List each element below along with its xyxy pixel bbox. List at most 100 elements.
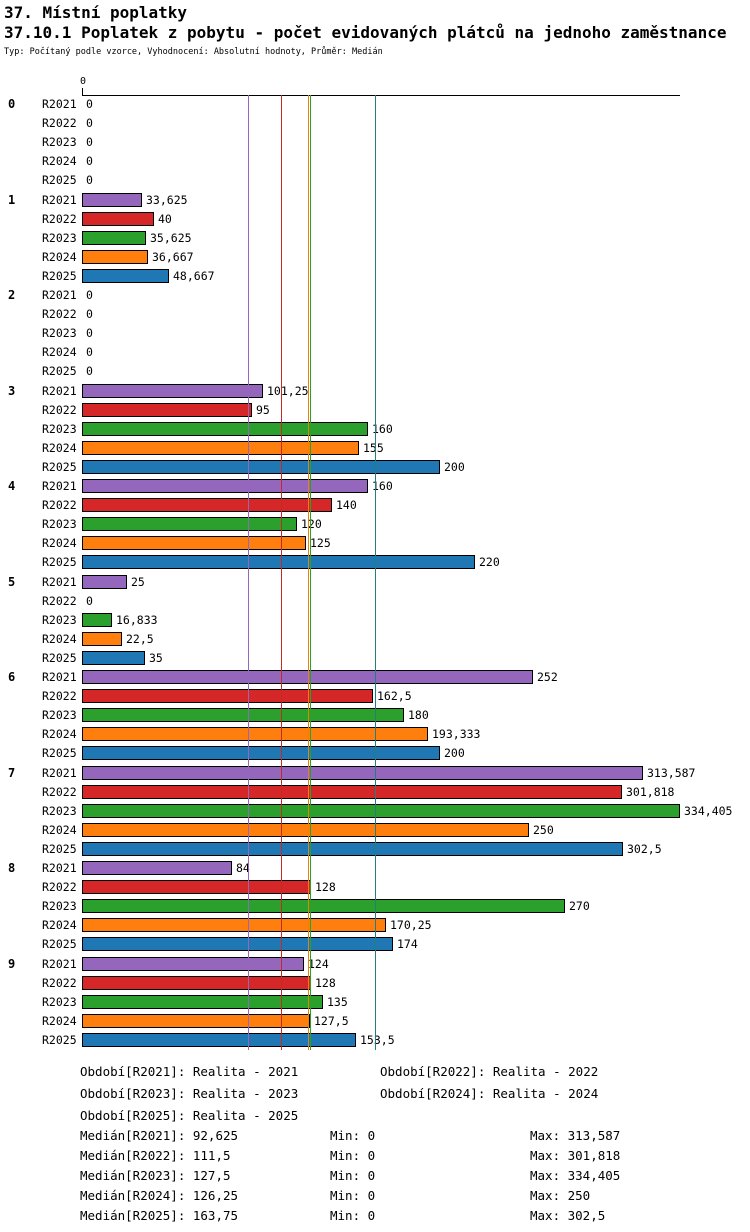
legend-period-r2024: Období[R2024]: Realita - 2024 [380, 1086, 599, 1101]
series-label: R2025 [42, 555, 77, 570]
series-label: R2023 [42, 612, 77, 627]
series-label: R2022 [42, 307, 77, 322]
bar-value-label: 0 [86, 593, 93, 608]
bar [82, 727, 428, 742]
bar-value-label: 162,5 [377, 689, 412, 704]
series-label: R2021 [42, 861, 77, 875]
series-label: R2024 [42, 1013, 77, 1028]
bar-value-label: 313,587 [647, 765, 696, 780]
bar-value-label: 334,405 [684, 803, 733, 818]
bar-value-label: 95 [256, 402, 270, 417]
bar-value-label: 16,833 [116, 612, 158, 627]
series-label: R2023 [42, 230, 77, 245]
series-label: R2025 [42, 746, 77, 761]
bar-value-label: 220 [479, 555, 500, 570]
bar-value-label: 0 [86, 364, 93, 379]
series-label: R2024 [42, 918, 77, 933]
bar [82, 765, 643, 780]
bar [82, 746, 440, 761]
bar-value-label: 128 [315, 975, 336, 990]
series-label: R2023 [42, 421, 77, 436]
bar-value-label: 124 [308, 956, 329, 971]
bar-value-label: 0 [86, 116, 93, 131]
legend-period-r2022: Období[R2022]: Realita - 2022 [380, 1064, 599, 1079]
series-label: R2021 [42, 97, 77, 111]
series-label: R2023 [42, 135, 77, 150]
bar-value-label: 301,818 [626, 784, 675, 799]
series-label: R2023 [42, 708, 77, 723]
series-label: R2022 [42, 784, 77, 799]
bar [82, 479, 368, 493]
bar-value-label: 0 [86, 135, 93, 150]
median-line [248, 95, 249, 1050]
bar [82, 230, 146, 245]
group-label: 5 [8, 574, 16, 589]
median-line [281, 95, 282, 1050]
legend-median-r2021: Medián[R2021]: 92,625 [80, 1128, 239, 1143]
series-label: R2025 [42, 268, 77, 283]
legend-max-r2021: Max: 313,587 [530, 1128, 621, 1143]
group-label: 0 [8, 97, 16, 111]
series-label: R2025 [42, 459, 77, 474]
series-label: R2022 [42, 498, 77, 513]
bar [82, 975, 311, 990]
series-label: R2021 [42, 670, 77, 684]
series-label: R2024 [42, 822, 77, 837]
bar-value-label: 120 [301, 517, 322, 532]
bar [82, 421, 368, 436]
legend-period-r2021: Období[R2021]: Realita - 2021 [80, 1064, 299, 1079]
series-label: R2024 [42, 440, 77, 455]
series-label: R2022 [42, 116, 77, 131]
series-label: R2021 [42, 574, 77, 589]
bar-value-label: 125 [310, 536, 331, 551]
legend-max-r2024: Max: 250 [530, 1188, 591, 1203]
bar-value-label: 33,625 [146, 192, 188, 207]
group-label: 4 [8, 479, 16, 493]
series-label: R2023 [42, 994, 77, 1009]
bar-value-label: 35 [149, 650, 163, 665]
bar [82, 937, 393, 952]
bar-value-label: 135 [327, 994, 348, 1009]
bar [82, 822, 529, 837]
series-label: R2022 [42, 211, 77, 226]
bar-value-label: 127,5 [314, 1013, 349, 1028]
bar-value-label: 160 [372, 421, 393, 436]
bar [82, 918, 386, 933]
bar-value-label: 35,625 [150, 230, 192, 245]
legend-median-r2023: Medián[R2023]: 127,5 [80, 1168, 231, 1183]
legend-min-r2024: Min: 0 [330, 1188, 376, 1203]
series-label: R2022 [42, 975, 77, 990]
bar-value-label: 0 [86, 154, 93, 169]
median-line [375, 95, 376, 1050]
bar [82, 1013, 310, 1028]
legend-min-r2025: Min: 0 [330, 1208, 376, 1223]
bar [82, 841, 623, 856]
bar-value-label: 101,25 [267, 383, 309, 398]
bar [82, 459, 440, 474]
legend-min-r2022: Min: 0 [330, 1148, 376, 1163]
bar [82, 784, 622, 799]
axis-zero-label: 0 [80, 76, 87, 87]
bar [82, 670, 533, 684]
legend-median-r2022: Medián[R2022]: 111,5 [80, 1148, 231, 1163]
bar-value-label: 160 [372, 479, 393, 493]
series-label: R2021 [42, 192, 77, 207]
legend-period-r2023: Období[R2023]: Realita - 2023 [80, 1086, 299, 1101]
series-label: R2023 [42, 803, 77, 818]
series-label: R2025 [42, 841, 77, 856]
bar [82, 440, 359, 455]
top-axis-line [82, 95, 680, 96]
series-label: R2021 [42, 956, 77, 971]
series-label: R2021 [42, 479, 77, 493]
series-label: R2023 [42, 326, 77, 341]
bar-value-label: 252 [537, 670, 558, 684]
series-label: R2024 [42, 631, 77, 646]
bar [82, 899, 565, 914]
chart-area: 0 0 R2021 0 R2022 0 R2023 0 R2024 0 R2025 0 1 R2021 3… [8, 76, 733, 1050]
bar-value-label: 0 [86, 307, 93, 322]
bar-value-label: 128 [315, 880, 336, 895]
bar-value-label: 84 [236, 861, 250, 875]
bar-value-label: 153,5 [360, 1032, 395, 1047]
bar [82, 192, 142, 207]
bar [82, 517, 297, 532]
